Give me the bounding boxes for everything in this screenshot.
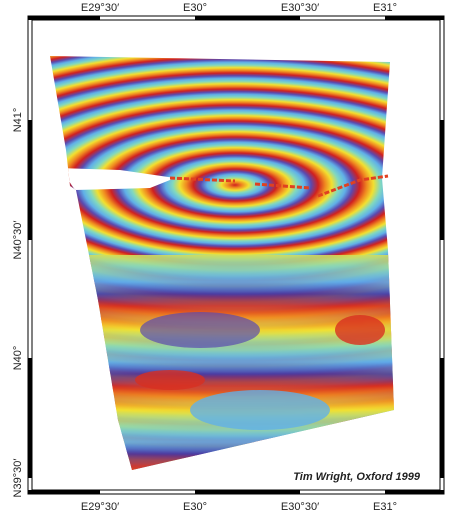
top-label: E30°30′ bbox=[281, 2, 319, 14]
top-label: E30° bbox=[183, 2, 207, 14]
left-label: N41° bbox=[12, 108, 24, 133]
interferogram bbox=[40, 50, 410, 480]
map-figure: Tim Wright, Oxford 1999 E29°30′ E30° E30°3… bbox=[0, 0, 454, 522]
left-label: N40° bbox=[12, 346, 24, 371]
top-label: E31° bbox=[373, 2, 397, 14]
bottom-label: E30°30′ bbox=[281, 501, 319, 513]
top-label: E29°30′ bbox=[81, 2, 119, 14]
left-label: N39°30′ bbox=[12, 459, 24, 498]
bottom-label: E30° bbox=[183, 501, 207, 513]
credit: Tim Wright, Oxford 1999 bbox=[293, 471, 421, 483]
bottom-label: E31° bbox=[373, 501, 397, 513]
left-label: N40°30′ bbox=[12, 221, 24, 260]
bottom-label: E29°30′ bbox=[81, 501, 119, 513]
